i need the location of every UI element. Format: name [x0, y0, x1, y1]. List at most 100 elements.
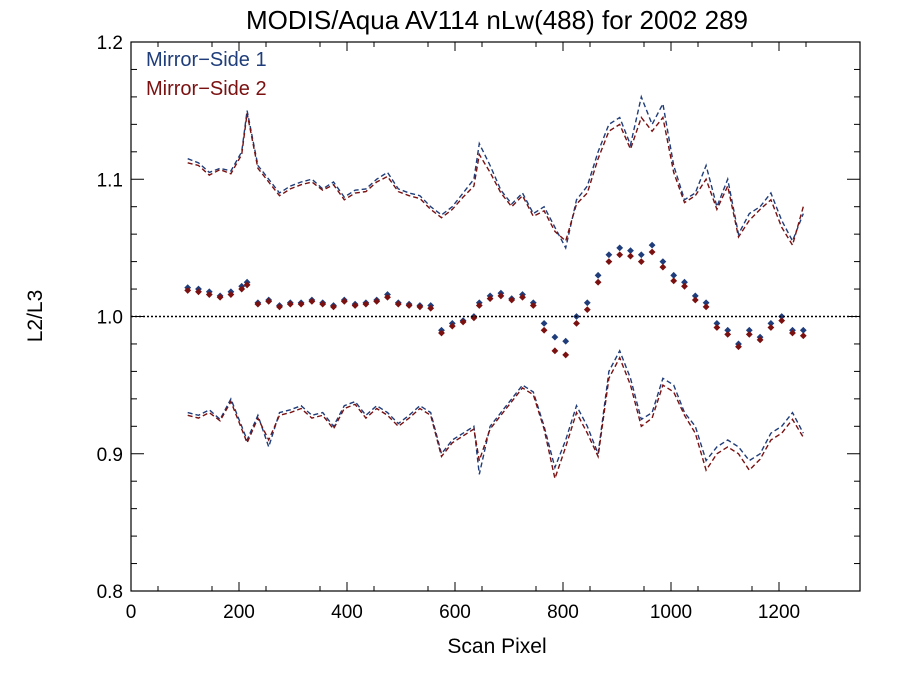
- mirror-side-1-ratio-point: [551, 333, 559, 341]
- mirror-side-2-ratio-point: [519, 293, 526, 301]
- mirror-side-2-ratio-point: [276, 303, 283, 311]
- mirror-side-1-ratio-point: [681, 278, 688, 286]
- axes: 0 200 400 600 800 1000 1200 0.8 0.9 1.0 1.1 1.2: [97, 33, 860, 623]
- mirror-side-2-ratio-point: [254, 300, 262, 308]
- mirror-side-1-ratio-point: [637, 251, 645, 259]
- mirror-side-2-ratio-point: [384, 293, 391, 301]
- x-tick-label: 400: [331, 602, 363, 623]
- x-tick-label: 1200: [758, 602, 800, 623]
- mirror-side-2-ratio-point: [459, 318, 467, 326]
- mirror-side-2-ratio-point: [724, 330, 732, 338]
- mirror-side-1-ratio-point: [745, 326, 753, 334]
- mirror-side-2-ratio-point: [540, 326, 548, 334]
- mirror-side-2-ratio-point: [670, 277, 678, 285]
- mirror-side-2-ratio-point: [416, 303, 424, 311]
- mirror-side-2-ratio-point: [362, 300, 370, 308]
- mirror-side-1-ratio-point: [562, 337, 570, 345]
- mirror-side-2-ratio-point: [648, 248, 656, 256]
- x-axis-label: Scan Pixel: [447, 635, 546, 658]
- mirror-side-2-ratio-point: [475, 302, 483, 309]
- mirror-side-1-lower-line: [187, 349, 804, 475]
- mirror-side-2-ratio-point: [265, 298, 273, 305]
- chart-title: MODIS/Aqua AV114 nLw(488) for 2002 289: [246, 5, 748, 35]
- mirror-side-2-ratio-point: [340, 298, 348, 305]
- mirror-side-2-ratio-point: [243, 281, 251, 289]
- mirror-side-1-ratio-point: [778, 313, 786, 320]
- x-tick-label: 600: [439, 602, 471, 623]
- mirror-side-2-ratio-point: [373, 298, 381, 305]
- x-tick-label: 800: [547, 602, 579, 623]
- mirror-side-2-ratio-point: [497, 292, 505, 300]
- mirror-side-2-ratio-point: [184, 287, 192, 294]
- y-tick-label: 0.8: [97, 582, 123, 603]
- mirror-side-2-ratio-point: [195, 288, 202, 296]
- mirror-side-2-ratio-point: [562, 351, 570, 359]
- mirror-side-2-ratio-point: [616, 251, 624, 259]
- mirror-side-1-upper-line: [187, 94, 804, 250]
- mirror-side-2-ratio-point: [767, 324, 775, 331]
- mirror-side-2-ratio-point: [330, 303, 337, 311]
- mirror-side-2-ratio-point: [508, 296, 516, 304]
- legend-mirror-side-2: Mirror−Side 2: [146, 78, 267, 100]
- mirror-side-1-ratio-point: [616, 244, 624, 252]
- mirror-side-2-ratio-point: [573, 319, 580, 327]
- mirror-side-2-ratio-point: [551, 347, 559, 355]
- mirror-side-1-ratio-point: [691, 292, 699, 300]
- mirror-side-2-ratio-point: [438, 329, 445, 337]
- mirror-side-2-ratio-point: [405, 302, 413, 309]
- mirror-side-2-ratio-point: [319, 300, 327, 308]
- mirror-side-2-ratio-point: [351, 302, 359, 309]
- mirror-side-2-ratio-point: [205, 291, 213, 298]
- mirror-side-2-upper-line: [187, 113, 804, 247]
- mirror-side-2-ratio-point: [394, 300, 402, 308]
- mirror-side-1-ratio-point: [670, 271, 678, 279]
- mirror-side-2-ratio-point: [297, 300, 305, 308]
- mirror-side-1-ratio-point: [627, 247, 634, 255]
- x-tick-label: 0: [126, 602, 137, 623]
- mirror-side-1-ratio-point: [659, 258, 667, 265]
- y-axis-label: L2/L3: [24, 290, 47, 343]
- mirror-side-2-ratio-point: [486, 295, 494, 303]
- mirror-side-2-ratio-point: [308, 298, 316, 305]
- mirror-side-1-ratio-point: [540, 319, 548, 327]
- mirror-side-2-ratio-point: [286, 300, 294, 308]
- y-tick-label: 0.9: [97, 445, 123, 466]
- mirror-side-2-ratio-point: [529, 302, 537, 309]
- mirror-side-1-ratio-point: [724, 326, 732, 334]
- mirror-side-2-ratio-point: [799, 332, 807, 340]
- mirror-side-2-lower-line: [187, 356, 804, 482]
- mirror-side-2-ratio-point: [659, 263, 667, 271]
- y-tick-label: 1.1: [97, 170, 123, 191]
- x-tick-label: 200: [223, 602, 255, 623]
- mirror-side-2-ratio-point: [681, 282, 688, 290]
- mirror-side-2-ratio-point: [756, 336, 764, 344]
- mirror-side-2-ratio-point: [735, 343, 742, 351]
- mirror-side-2-ratio-point: [427, 304, 435, 312]
- mirror-side-1-ratio-point: [799, 326, 807, 334]
- mirror-side-1-ratio-point: [594, 271, 602, 279]
- x-tick-label: 1000: [650, 602, 692, 623]
- mirror-side-2-ratio-point: [789, 329, 796, 337]
- mirror-side-1-ratio-point: [713, 319, 721, 327]
- mirror-side-1-ratio-point: [605, 251, 613, 259]
- mirror-side-2-ratio-point: [216, 293, 224, 301]
- mirror-side-2-ratio-point: [778, 317, 786, 325]
- mirror-side-2-ratio-point: [583, 306, 591, 314]
- mirror-side-1-ratio-point: [702, 299, 710, 307]
- mirror-side-2-ratio-point: [713, 324, 721, 331]
- mirror-side-2-ratio-point: [745, 330, 753, 338]
- y-tick-label: 1.2: [97, 33, 123, 54]
- mirror-side-2-ratio-point: [627, 252, 634, 260]
- mirror-side-2-ratio-point: [605, 258, 613, 265]
- mirror-side-2-ratio-point: [637, 258, 645, 265]
- y-tick-label: 1.0: [97, 308, 123, 329]
- mirror-side-2-ratio-point: [227, 291, 235, 298]
- mirror-side-2-ratio-point: [691, 296, 699, 304]
- mirror-side-2-ratio-point: [448, 322, 456, 330]
- mirror-side-2-ratio-point: [702, 303, 710, 311]
- plot-marks: [184, 94, 807, 482]
- mirror-side-1-ratio-point: [648, 241, 656, 249]
- mirror-side-1-ratio-point: [767, 319, 775, 327]
- mirror-side-1-ratio-point: [583, 299, 591, 307]
